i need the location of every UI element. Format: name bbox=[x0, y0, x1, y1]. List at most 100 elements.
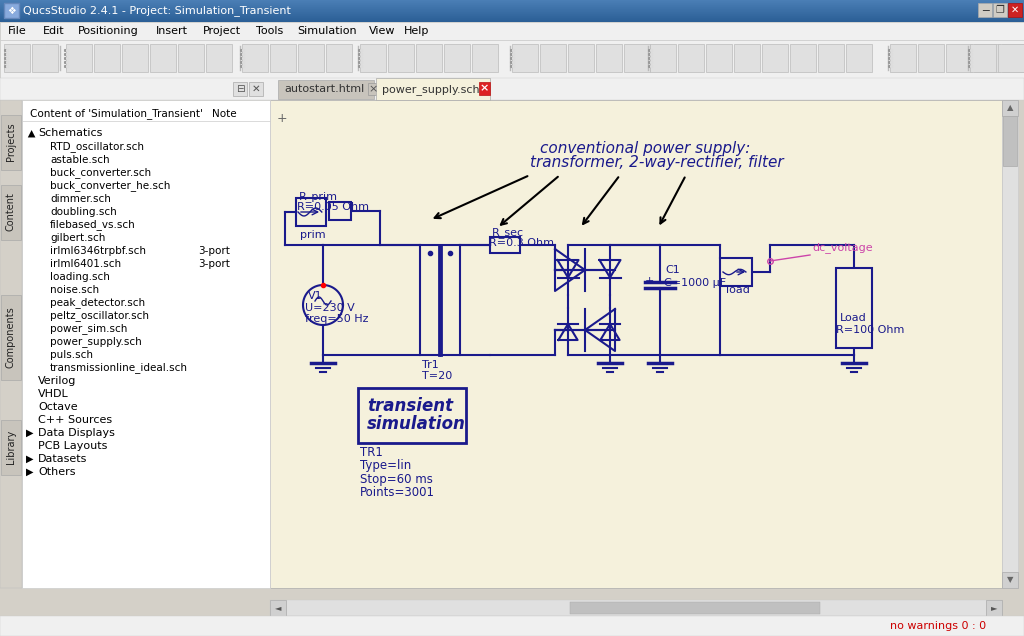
Text: File: File bbox=[8, 26, 27, 36]
Bar bbox=[249, 82, 263, 96]
Text: conventional power supply:: conventional power supply: bbox=[540, 141, 751, 155]
Text: ◀: ◀ bbox=[26, 129, 36, 137]
Text: Octave: Octave bbox=[38, 402, 78, 412]
Bar bbox=[978, 3, 992, 17]
Text: ✕: ✕ bbox=[252, 84, 260, 94]
Bar bbox=[0, 100, 22, 588]
Bar bbox=[270, 600, 1002, 616]
Text: T=20: T=20 bbox=[422, 371, 453, 381]
Bar bbox=[0, 2, 1024, 3]
Text: R=100 Ohm: R=100 Ohm bbox=[836, 325, 904, 335]
Text: transmissionline_ideal.sch: transmissionline_ideal.sch bbox=[50, 363, 188, 373]
Bar bbox=[0, 12, 1024, 13]
Bar bbox=[1002, 100, 1018, 116]
Text: transient: transient bbox=[367, 397, 454, 415]
Text: puls.sch: puls.sch bbox=[50, 350, 93, 360]
Bar bbox=[326, 44, 352, 72]
Bar bbox=[512, 44, 538, 72]
Bar bbox=[1, 185, 22, 240]
Text: R_prim: R_prim bbox=[299, 191, 338, 202]
Text: TR1: TR1 bbox=[360, 446, 383, 459]
Text: buck_converter.sch: buck_converter.sch bbox=[50, 167, 152, 179]
Bar bbox=[206, 44, 232, 72]
Text: Points=3001: Points=3001 bbox=[360, 485, 435, 499]
Bar bbox=[0, 19, 1024, 20]
Bar bbox=[0, 22, 1024, 40]
Text: ▲: ▲ bbox=[1007, 104, 1014, 113]
Bar bbox=[32, 44, 58, 72]
Bar bbox=[946, 44, 972, 72]
Text: C=1000 µF: C=1000 µF bbox=[664, 278, 726, 288]
Text: ❐: ❐ bbox=[995, 5, 1005, 15]
Bar bbox=[790, 44, 816, 72]
Text: PCB Layouts: PCB Layouts bbox=[38, 441, 108, 451]
Text: +: + bbox=[278, 113, 288, 125]
Text: astable.sch: astable.sch bbox=[50, 155, 110, 165]
Bar bbox=[360, 44, 386, 72]
Bar bbox=[1002, 572, 1018, 588]
Bar bbox=[1, 295, 22, 380]
Bar bbox=[22, 100, 270, 588]
Bar bbox=[993, 3, 1007, 17]
Bar bbox=[624, 44, 650, 72]
Text: power_supply.sch: power_supply.sch bbox=[50, 336, 141, 347]
Bar bbox=[1002, 44, 1024, 72]
Text: Verilog: Verilog bbox=[38, 376, 77, 386]
Bar bbox=[0, 78, 1024, 100]
Text: load: load bbox=[726, 285, 750, 295]
Text: ◄: ◄ bbox=[274, 604, 282, 612]
Text: gilbert.sch: gilbert.sch bbox=[50, 233, 105, 243]
Bar bbox=[66, 44, 92, 72]
Text: irlml6401.sch: irlml6401.sch bbox=[50, 259, 121, 269]
Bar bbox=[570, 602, 820, 614]
Text: Projects: Projects bbox=[6, 123, 16, 162]
Bar bbox=[540, 44, 566, 72]
Text: loading.sch: loading.sch bbox=[50, 272, 110, 282]
Bar bbox=[4, 3, 19, 18]
Text: +: + bbox=[645, 276, 654, 286]
Text: Type=lin: Type=lin bbox=[360, 459, 412, 473]
Bar bbox=[734, 44, 760, 72]
Bar bbox=[0, 10, 1024, 11]
Text: Edit: Edit bbox=[43, 26, 65, 36]
Text: Datasets: Datasets bbox=[38, 454, 87, 464]
Bar bbox=[818, 44, 844, 72]
Bar bbox=[178, 44, 204, 72]
Bar bbox=[918, 44, 944, 72]
Text: buck_converter_he.sch: buck_converter_he.sch bbox=[50, 181, 170, 191]
Bar bbox=[986, 600, 1002, 616]
Bar bbox=[416, 44, 442, 72]
Text: Schematics: Schematics bbox=[38, 128, 102, 138]
Text: Positioning: Positioning bbox=[78, 26, 138, 36]
Bar bbox=[270, 100, 1002, 588]
Text: ×: × bbox=[369, 85, 378, 95]
Bar bbox=[1002, 116, 1017, 166]
Bar bbox=[122, 44, 148, 72]
Text: R=0.05 Ohm: R=0.05 Ohm bbox=[297, 202, 369, 212]
Text: peak_detector.sch: peak_detector.sch bbox=[50, 298, 145, 308]
Text: Tr1: Tr1 bbox=[422, 360, 438, 370]
Bar bbox=[0, 11, 1024, 12]
Bar bbox=[0, 16, 1024, 17]
Text: ▶: ▶ bbox=[26, 428, 34, 438]
Text: Content of 'Simulation_Transient': Content of 'Simulation_Transient' bbox=[30, 109, 203, 120]
Text: ⊟: ⊟ bbox=[236, 84, 245, 94]
Bar bbox=[1002, 100, 1018, 588]
Text: C1: C1 bbox=[665, 265, 680, 275]
Text: U=230 V: U=230 V bbox=[305, 303, 354, 313]
Text: Help: Help bbox=[404, 26, 430, 36]
Text: ❖: ❖ bbox=[7, 6, 16, 15]
Bar bbox=[836, 268, 872, 348]
Text: freq=50 Hz: freq=50 Hz bbox=[305, 314, 369, 324]
Bar bbox=[298, 44, 324, 72]
Bar bbox=[568, 44, 594, 72]
Text: ×: × bbox=[480, 83, 489, 93]
Bar bbox=[0, 5, 1024, 6]
Text: QucsStudio 2.4.1 - Project: Simulation_Transient: QucsStudio 2.4.1 - Project: Simulation_T… bbox=[23, 6, 291, 17]
Text: Tools: Tools bbox=[256, 26, 284, 36]
Bar bbox=[0, 1, 1024, 2]
Text: Note: Note bbox=[212, 109, 237, 119]
Bar bbox=[490, 237, 520, 253]
Bar bbox=[444, 44, 470, 72]
Bar bbox=[0, 9, 1024, 10]
